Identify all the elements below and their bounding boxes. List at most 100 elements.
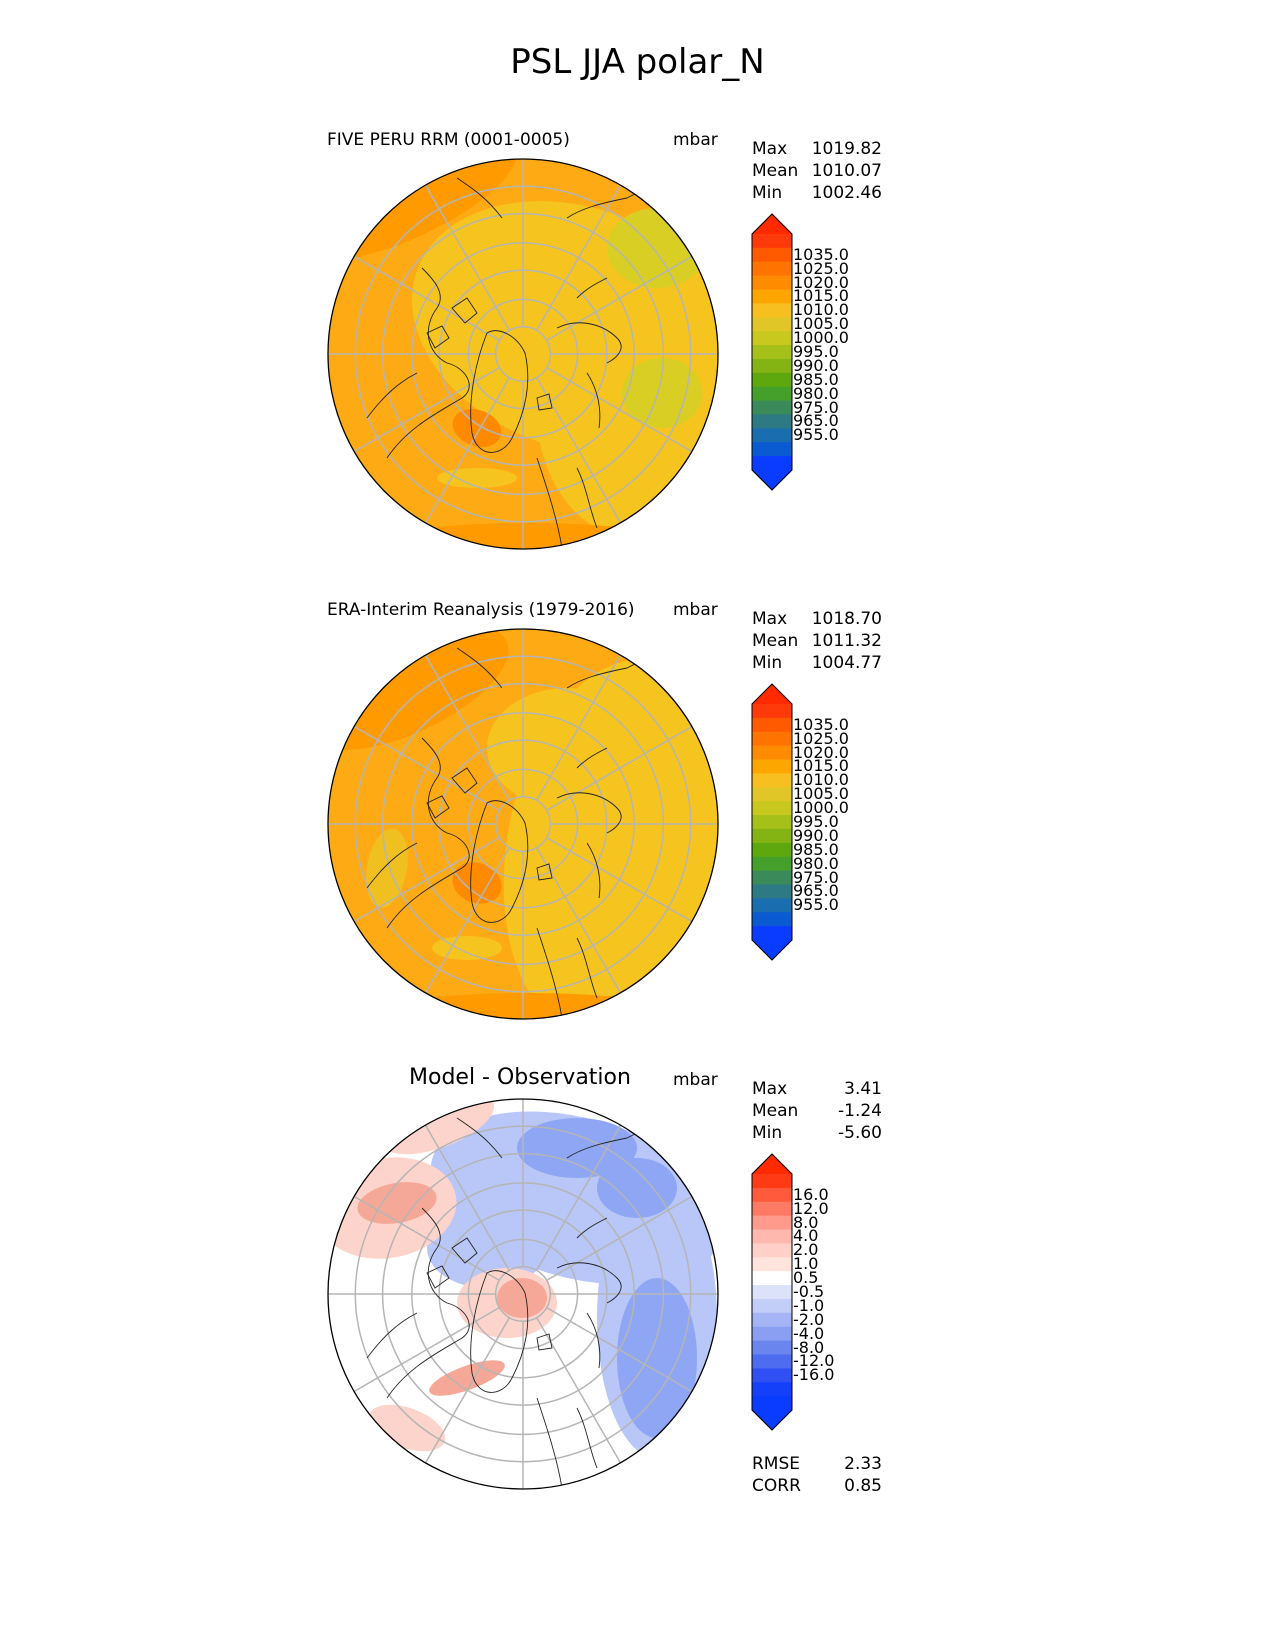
coastline	[470, 330, 529, 453]
map-field	[328, 629, 718, 1019]
colorbar-tick-label: -12.0	[793, 1351, 835, 1371]
field-region	[452, 409, 502, 447]
stat-min-label: Min	[752, 1123, 783, 1143]
coastline	[586, 842, 601, 899]
colorbar-swatch	[752, 442, 792, 457]
page-title: PSL JJA polar_N	[510, 42, 765, 82]
coastline	[426, 325, 450, 349]
colorbar-swatch	[752, 1271, 792, 1286]
panel-3-units: mbar	[673, 1070, 718, 1090]
colorbar-tick-label: 1020.0	[793, 272, 849, 292]
stat-max-value: 1019.82	[811, 139, 882, 159]
stat-mean-label: Mean	[752, 631, 799, 651]
latitude-circle	[494, 325, 552, 383]
coastline	[556, 1262, 622, 1304]
colorbar-tick-label: 995.0	[793, 342, 839, 361]
colorbar-tick-label: 1010.0	[793, 300, 849, 320]
coastline	[536, 927, 563, 1019]
panel-1-stats: Max 1019.82 Mean 1010.07 Min 1002.46	[752, 138, 882, 204]
colorbar-tick-label: -16.0	[793, 1365, 835, 1385]
coastline	[536, 1333, 553, 1351]
coastline	[456, 1117, 503, 1159]
colorbar-swatch	[752, 828, 792, 844]
map-field	[328, 1099, 718, 1489]
longitude-line	[546, 367, 693, 453]
stat-max-label: Max	[752, 1079, 788, 1099]
longitude-line	[424, 847, 510, 994]
stat-rmse-label: RMSE	[752, 1454, 801, 1474]
stat-min-label: Min	[752, 183, 783, 203]
colorbar-swatch	[752, 261, 792, 277]
coastline	[451, 297, 478, 324]
colorbar-tick-label: -2.0	[793, 1309, 825, 1329]
colorbar-swatch	[752, 1326, 792, 1342]
colorbar-swatch	[752, 773, 792, 788]
coastline	[576, 1407, 598, 1469]
colorbar-swatch	[752, 275, 792, 291]
coastline	[536, 457, 563, 549]
colorbar-tick-label: 955.0	[793, 425, 839, 445]
stat-rmse-value: 2.33	[844, 1454, 882, 1474]
panel-1-units: mbar	[673, 130, 718, 150]
longitude-line	[536, 184, 622, 331]
colorbar-swatch	[752, 926, 792, 941]
colorbar-swatch	[752, 1285, 792, 1300]
stat-min-value: 1002.46	[811, 183, 882, 203]
coastline	[536, 1397, 563, 1489]
colorbar-tick-label: 980.0	[793, 383, 839, 403]
colorbar-tick-label: 1025.0	[793, 728, 849, 748]
stat-mean-value: -1.24	[838, 1101, 882, 1121]
panel-3-extra-stats: RMSE 2.33 CORR 0.85	[752, 1453, 882, 1497]
colorbar-over-arrow	[752, 684, 792, 704]
colorbar-under-arrow	[752, 470, 792, 490]
coastline	[451, 767, 478, 794]
colorbar-swatch	[752, 1174, 792, 1189]
colorbar-tick-label: 980.0	[793, 853, 839, 873]
colorbar-tick-label: -4.0	[793, 1323, 825, 1343]
colorbar-swatch	[752, 317, 792, 332]
colorbar-tick-label: 985.0	[793, 839, 839, 859]
panel-1-title: FIVE PERU RRM (0001-0005)	[327, 130, 570, 150]
stat-max-value: 1018.70	[811, 609, 882, 629]
stat-min-value: 1004.77	[811, 653, 882, 673]
coastline	[451, 1237, 478, 1264]
colorbar-tick-label: 16.0	[793, 1184, 829, 1204]
longitude-line	[424, 1124, 510, 1271]
stat-mean-label: Mean	[752, 1101, 799, 1121]
colorbar-swatch	[752, 704, 792, 719]
colorbar-swatch	[752, 912, 792, 927]
coastline	[366, 372, 418, 419]
colorbar-tick-label: 1015.0	[793, 756, 849, 776]
longitude-line	[424, 184, 510, 331]
colorbar-tick-label: 990.0	[793, 825, 839, 845]
map-boundary	[327, 628, 719, 1020]
coastline	[456, 177, 503, 219]
longitude-line	[546, 1195, 693, 1281]
coastline	[470, 800, 529, 923]
colorbar-tick-label: 0.5	[793, 1268, 819, 1288]
longitude-line	[353, 1195, 500, 1281]
stat-max-label: Max	[752, 609, 788, 629]
coastline	[576, 1217, 608, 1239]
colorbar-swatch	[752, 386, 792, 402]
colorbar-swatch	[752, 1257, 792, 1272]
colorbar-swatch	[752, 1215, 792, 1231]
longitude-line	[353, 1307, 500, 1393]
stat-mean-label: Mean	[752, 161, 799, 181]
field-region	[377, 993, 677, 1019]
panel-1-colorbar	[751, 213, 793, 491]
field-region	[597, 1158, 677, 1218]
colorbar-swatch	[752, 1201, 792, 1217]
field-region	[517, 1118, 637, 1178]
field-region	[432, 936, 502, 960]
longitude-line	[546, 725, 693, 811]
coastline	[386, 267, 470, 459]
colorbar-swatch	[752, 787, 792, 802]
colorbar-under-arrow	[752, 1410, 792, 1430]
colorbar-swatch	[752, 234, 792, 249]
coastline	[536, 393, 553, 411]
colorbar-swatch	[752, 303, 792, 318]
colorbar-tick-label: 1000.0	[793, 798, 849, 818]
colorbar-tick-label: 1035.0	[793, 244, 849, 264]
colorbar-tick-label: 975.0	[793, 867, 839, 887]
